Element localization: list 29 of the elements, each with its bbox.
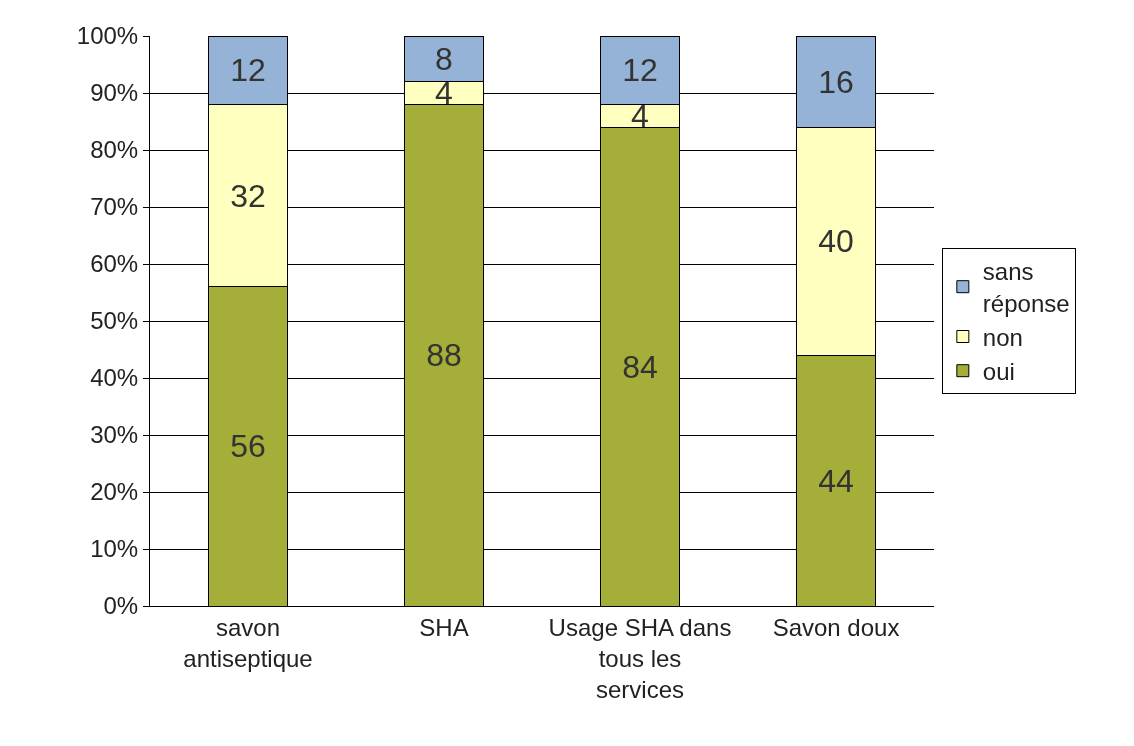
legend-label: non — [982, 323, 1023, 351]
data-label: 4 — [631, 97, 649, 134]
data-label: 40 — [818, 223, 854, 260]
x-tick-label: Usage SHA dans tous les services — [548, 613, 732, 704]
x-tick-label: SHA — [419, 613, 469, 641]
data-label: 4 — [435, 75, 453, 111]
data-label: 88 — [426, 337, 462, 374]
data-label: 32 — [230, 177, 266, 214]
data-label: 56 — [230, 428, 266, 465]
data-label: 84 — [622, 348, 658, 385]
data-label: 8 — [435, 40, 453, 77]
y-tick-label: 0% — [103, 592, 139, 620]
data-label: 16 — [818, 63, 854, 100]
y-tick-label: 10% — [90, 535, 139, 563]
data-label: 12 — [230, 52, 266, 89]
y-tick-label: 20% — [90, 478, 139, 506]
y-tick-label: 100% — [76, 22, 139, 50]
y-tick-label: 60% — [90, 250, 139, 278]
y-tick-label: 70% — [90, 193, 139, 221]
y-tick-label: 90% — [90, 79, 139, 107]
y-tick-label: 40% — [90, 364, 139, 392]
legend-label: oui — [982, 358, 1015, 386]
data-label: 12 — [622, 52, 658, 89]
y-tick-label: 30% — [90, 421, 139, 449]
y-tick-label: 50% — [90, 307, 139, 335]
x-tick-label: savon antiseptique — [183, 613, 313, 672]
y-tick-label: 80% — [90, 136, 139, 164]
data-label: 44 — [818, 462, 854, 499]
x-tick-label: Savon doux — [772, 613, 900, 641]
